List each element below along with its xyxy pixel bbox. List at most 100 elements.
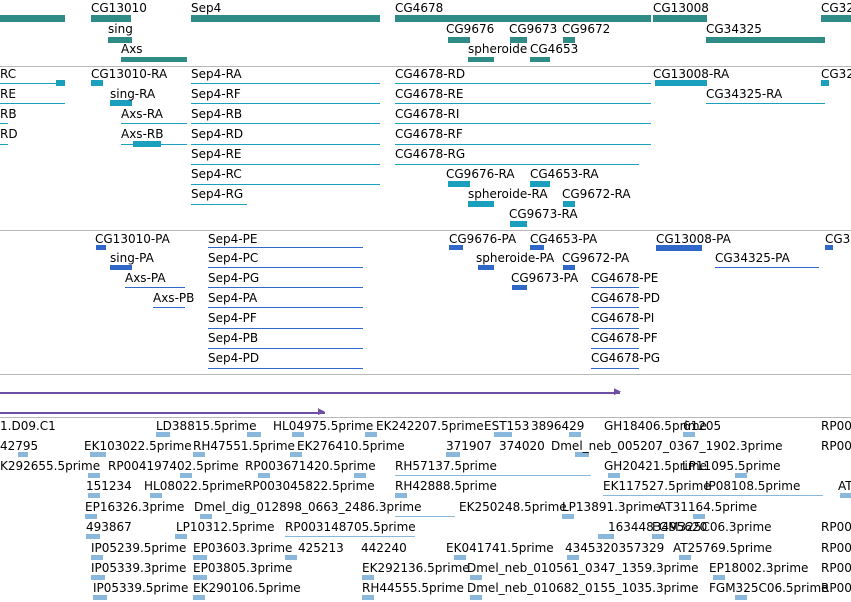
transcript-label[interactable]: Sep4-RF — [191, 87, 241, 101]
transcript-label[interactable]: CG4678-RD — [395, 67, 466, 81]
transcript-label[interactable]: Axs-RB — [121, 127, 164, 141]
est-line[interactable] — [395, 516, 455, 517]
transcript-line[interactable] — [121, 123, 187, 124]
gene-bar[interactable] — [563, 37, 575, 43]
est-label[interactable]: LD38815.5prime — [156, 419, 257, 433]
transcript-exon[interactable] — [563, 201, 575, 207]
est-label[interactable]: 151234 — [86, 479, 132, 493]
transcript-line[interactable] — [0, 144, 8, 145]
est-bar[interactable] — [365, 432, 377, 437]
est-bar[interactable] — [735, 473, 747, 478]
gene-label[interactable]: CG4653 — [530, 42, 579, 56]
est-label[interactable]: K292655.5prime — [0, 459, 101, 473]
est-label[interactable]: RP00 — [821, 439, 851, 453]
protein-label[interactable]: sing-PA — [110, 251, 154, 265]
est-label[interactable]: 3896429 — [531, 419, 585, 433]
protein-label[interactable]: Sep4-PA — [208, 291, 258, 305]
transcript-label[interactable]: CG4653-RA — [530, 167, 599, 181]
est-label[interactable]: EP03805.3prime — [193, 561, 293, 575]
protein-label[interactable]: CG9676-PA — [449, 232, 517, 246]
protein-line[interactable] — [591, 348, 639, 349]
transcript-line[interactable] — [706, 103, 825, 104]
protein-label[interactable]: Sep4-PB — [208, 331, 259, 345]
est-bar[interactable] — [562, 514, 574, 519]
est-label[interactable]: RH47551.5prime — [193, 439, 295, 453]
protein-label[interactable]: Axs-PA — [125, 271, 166, 285]
est-label[interactable]: 1634483495620 — [608, 520, 708, 534]
est-bar[interactable] — [598, 534, 614, 539]
gene-bar[interactable] — [395, 15, 651, 22]
transcript-line[interactable] — [0, 123, 8, 124]
gene-label[interactable]: CG34325 — [706, 22, 762, 36]
est-bar[interactable] — [454, 555, 466, 560]
est-bar[interactable] — [150, 493, 162, 498]
est-line[interactable] — [395, 475, 591, 476]
transcript-line[interactable] — [191, 123, 380, 124]
est-label[interactable]: RP00 — [821, 541, 851, 555]
est-bar[interactable] — [90, 452, 106, 457]
protein-bar[interactable] — [656, 245, 702, 251]
transcript-label[interactable]: Sep4-RG — [191, 187, 244, 201]
transcript-label[interactable]: RB — [0, 107, 17, 121]
est-bar[interactable] — [446, 452, 460, 457]
transcript-line[interactable] — [395, 83, 651, 84]
est-label[interactable]: FGM325C06.3prime — [652, 520, 772, 534]
est-label[interactable]: EP03603.3prime — [193, 541, 293, 555]
protein-label[interactable]: Sep4-PE — [208, 232, 258, 246]
gene-bar[interactable] — [121, 57, 187, 62]
est-bar[interactable] — [247, 432, 261, 437]
gene-label[interactable]: CG32 — [821, 1, 851, 15]
est-bar[interactable] — [193, 575, 207, 580]
gene-bar[interactable] — [108, 37, 132, 43]
est-bar[interactable] — [683, 432, 695, 437]
est-label[interactable]: IP08108.5prime — [705, 479, 801, 493]
protein-label[interactable]: Sep4-PC — [208, 251, 259, 265]
est-bar[interactable] — [840, 493, 851, 498]
est-label[interactable]: RH42888.5prime — [395, 479, 497, 493]
est-bar[interactable] — [494, 432, 512, 437]
est-label[interactable]: EK276410.5prime — [297, 439, 405, 453]
est-bar[interactable] — [193, 452, 205, 457]
transcript-exon[interactable] — [468, 201, 494, 207]
transcript-label[interactable]: CG4678-RI — [395, 107, 460, 121]
protein-bar[interactable] — [825, 245, 833, 250]
gene-bar[interactable] — [706, 37, 825, 43]
est-label[interactable]: FGM325C06.5prime — [709, 581, 829, 595]
est-label[interactable]: RH57137.5prime — [395, 459, 497, 473]
protein-label[interactable]: Sep4-PF — [208, 311, 257, 325]
est-label[interactable]: Dmel_neb_010561_0347_1359.3prime — [467, 561, 699, 575]
transcript-label[interactable]: CG32 — [821, 67, 851, 81]
est-label[interactable]: AT31164.5prime — [658, 500, 758, 514]
est-label[interactable]: EST153 — [484, 419, 530, 433]
transcript-line[interactable] — [0, 103, 65, 104]
est-bar[interactable] — [285, 555, 297, 560]
protein-line[interactable] — [208, 328, 363, 329]
est-bar[interactable] — [735, 595, 747, 600]
transcript-label[interactable]: Sep4-RD — [191, 127, 244, 141]
gene-bar[interactable] — [91, 15, 131, 22]
est-label[interactable]: RP004197402.5prime — [108, 459, 239, 473]
est-bar[interactable] — [693, 514, 705, 519]
est-label[interactable]: EK242207.5prime — [376, 419, 484, 433]
est-label[interactable]: EK103022.5prime — [84, 439, 192, 453]
gene-label[interactable]: CG9673 — [509, 22, 558, 36]
est-bar[interactable] — [679, 555, 691, 560]
transcript-line[interactable] — [191, 184, 380, 185]
transcript-label[interactable]: Sep4-RC — [191, 167, 242, 181]
protein-label[interactable]: CG3 — [825, 232, 851, 246]
protein-bar[interactable] — [110, 265, 132, 270]
est-label[interactable]: EP18002.3prime — [709, 561, 809, 575]
protein-label[interactable]: Sep4-PD — [208, 351, 260, 365]
protein-label[interactable]: CG4678-PG — [591, 351, 661, 365]
est-label[interactable]: EK290106.5prime — [193, 581, 301, 595]
est-label[interactable]: RP003045822.5prime — [244, 479, 375, 493]
gene-bar[interactable] — [510, 37, 527, 43]
est-label[interactable]: 42795 — [0, 439, 39, 453]
alignment-line[interactable] — [0, 392, 620, 394]
gene-label[interactable]: Axs — [121, 42, 143, 56]
gene-label[interactable]: spheroide — [468, 42, 528, 56]
est-label[interactable]: EP16326.3prime — [85, 500, 185, 514]
est-label[interactable]: GH18406.5prime — [604, 419, 707, 433]
protein-line[interactable] — [591, 328, 639, 329]
est-label[interactable]: RH44555.5prime — [362, 581, 464, 595]
